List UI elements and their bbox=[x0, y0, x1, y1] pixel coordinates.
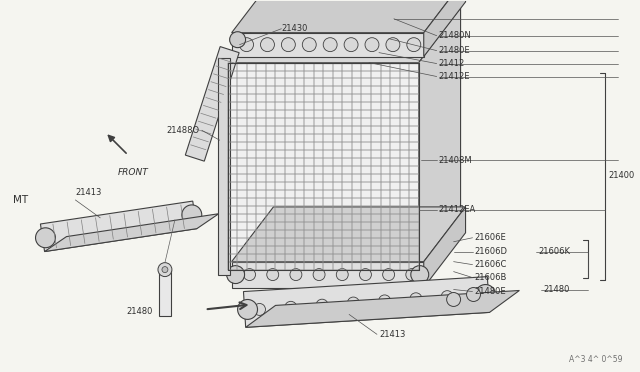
Circle shape bbox=[365, 38, 379, 52]
Polygon shape bbox=[243, 277, 490, 327]
Circle shape bbox=[360, 269, 371, 280]
Text: 21606E: 21606E bbox=[474, 233, 506, 242]
Circle shape bbox=[467, 288, 481, 301]
Circle shape bbox=[406, 269, 418, 280]
Text: A^3 4^ 0^59: A^3 4^ 0^59 bbox=[570, 355, 623, 364]
Text: 21413: 21413 bbox=[379, 330, 405, 339]
Text: 21606D: 21606D bbox=[474, 247, 508, 256]
Polygon shape bbox=[40, 201, 197, 251]
Circle shape bbox=[230, 32, 246, 48]
Text: 21412E: 21412E bbox=[438, 72, 470, 81]
Circle shape bbox=[411, 266, 429, 283]
Circle shape bbox=[162, 267, 168, 273]
Circle shape bbox=[182, 205, 202, 225]
Circle shape bbox=[386, 38, 400, 52]
Circle shape bbox=[379, 295, 390, 307]
Circle shape bbox=[227, 266, 244, 283]
Text: 21606B: 21606B bbox=[474, 273, 507, 282]
Polygon shape bbox=[186, 46, 239, 161]
Polygon shape bbox=[419, 8, 461, 270]
Circle shape bbox=[267, 269, 278, 280]
Text: FRONT: FRONT bbox=[118, 168, 149, 177]
Circle shape bbox=[476, 285, 495, 304]
Text: 21412EA: 21412EA bbox=[438, 205, 476, 214]
Text: 21488O: 21488O bbox=[166, 126, 200, 135]
Text: 21480N: 21480N bbox=[438, 31, 472, 40]
Circle shape bbox=[447, 292, 461, 307]
Circle shape bbox=[441, 291, 453, 302]
Circle shape bbox=[282, 38, 295, 52]
Circle shape bbox=[348, 297, 359, 309]
Circle shape bbox=[239, 38, 253, 52]
Polygon shape bbox=[232, 262, 424, 288]
Circle shape bbox=[302, 38, 316, 52]
Polygon shape bbox=[228, 62, 419, 270]
Polygon shape bbox=[218, 58, 230, 275]
Circle shape bbox=[237, 299, 257, 320]
Circle shape bbox=[344, 38, 358, 52]
Circle shape bbox=[158, 263, 172, 277]
Polygon shape bbox=[232, 33, 424, 57]
Text: 21400: 21400 bbox=[608, 170, 634, 180]
Circle shape bbox=[336, 269, 348, 280]
Text: 21480E: 21480E bbox=[438, 46, 470, 55]
Circle shape bbox=[313, 269, 325, 280]
Polygon shape bbox=[159, 270, 171, 317]
Circle shape bbox=[260, 38, 275, 52]
Polygon shape bbox=[45, 214, 219, 251]
Text: MT: MT bbox=[13, 195, 28, 205]
Text: 21413: 21413 bbox=[76, 189, 102, 198]
Text: 21412: 21412 bbox=[438, 59, 465, 68]
Circle shape bbox=[323, 38, 337, 52]
Circle shape bbox=[285, 301, 297, 313]
Circle shape bbox=[36, 228, 56, 248]
Polygon shape bbox=[424, 0, 465, 57]
Text: 21606C: 21606C bbox=[474, 260, 507, 269]
Circle shape bbox=[244, 269, 255, 280]
Text: 21606K: 21606K bbox=[538, 247, 570, 256]
Text: 21480E: 21480E bbox=[474, 287, 506, 296]
Text: 21430: 21430 bbox=[282, 24, 308, 33]
Text: 21408M: 21408M bbox=[438, 155, 472, 165]
Circle shape bbox=[316, 299, 328, 311]
Polygon shape bbox=[232, 207, 465, 262]
Circle shape bbox=[290, 269, 302, 280]
Polygon shape bbox=[232, 0, 465, 33]
Text: 21480: 21480 bbox=[127, 307, 153, 316]
Polygon shape bbox=[228, 8, 461, 62]
Circle shape bbox=[472, 289, 484, 301]
Circle shape bbox=[407, 38, 420, 52]
Circle shape bbox=[253, 304, 266, 315]
Circle shape bbox=[410, 293, 422, 305]
Polygon shape bbox=[246, 291, 520, 327]
Text: 21480: 21480 bbox=[543, 285, 570, 294]
Circle shape bbox=[383, 269, 395, 280]
Polygon shape bbox=[424, 207, 465, 288]
